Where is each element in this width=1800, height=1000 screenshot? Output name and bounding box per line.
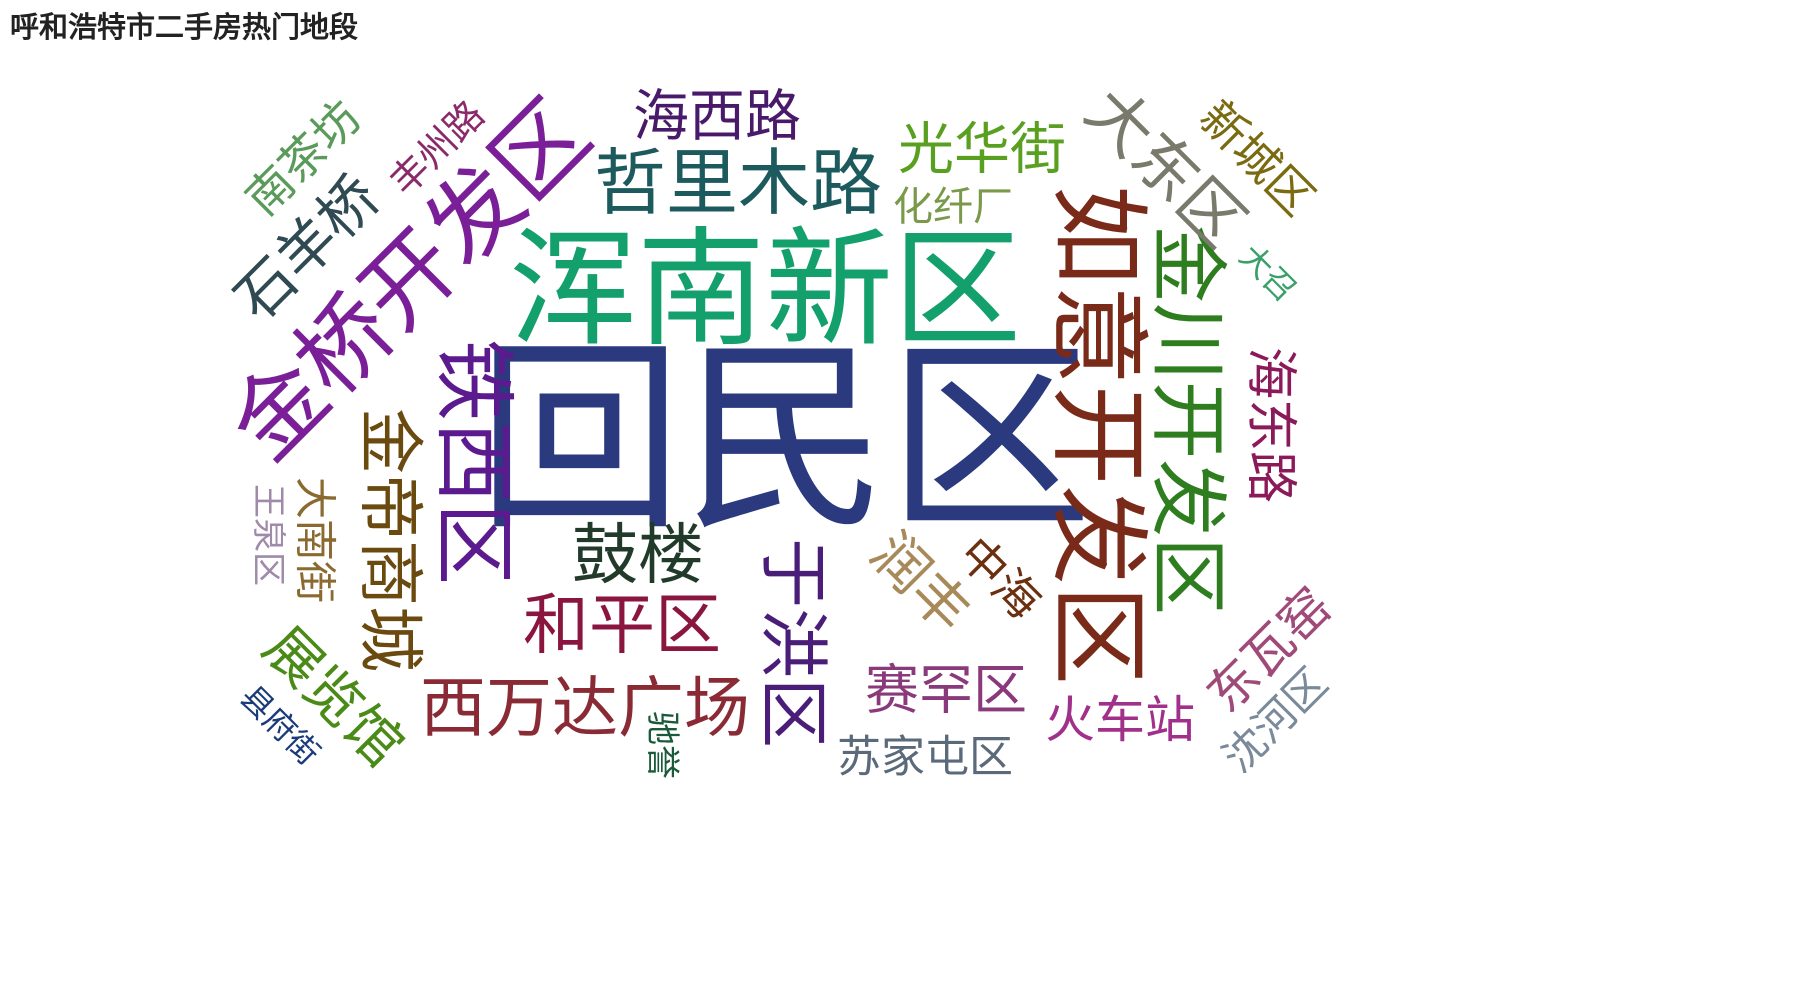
word-9: 和平区 — [523, 587, 721, 664]
word-28: 大南街 — [291, 477, 340, 603]
word-13: 鼓楼 — [572, 517, 704, 594]
word-12: 于洪区 — [752, 538, 834, 748]
word-6: 铁西区 — [426, 339, 521, 585]
word-19: 赛罕区 — [865, 659, 1027, 722]
word-31: 王泉区 — [248, 484, 288, 586]
word-1: 回民区 — [478, 321, 1093, 559]
word-29: 化纤厂 — [893, 184, 1013, 230]
word-10: 西万达广场 — [420, 670, 750, 747]
word-8: 金帝商城 — [352, 408, 429, 672]
word-22: 火车站 — [1045, 691, 1195, 749]
word-3: 如意开发区 — [1040, 185, 1157, 685]
word-32: 驰誉 — [642, 711, 682, 779]
word-20: 海东路 — [1240, 347, 1300, 503]
word-18: 海西路 — [633, 85, 801, 150]
word-2: 浑南新区 — [509, 216, 1021, 365]
page-title: 呼和浩特市二手房热门地段 — [10, 10, 359, 44]
word-15: 光华街 — [898, 118, 1066, 183]
word-5: 金川开发区 — [1142, 225, 1232, 615]
word-7: 哲里木路 — [594, 141, 882, 225]
word-26: 苏家屯区 — [837, 732, 1013, 783]
word-33: 大召 — [1232, 237, 1304, 309]
